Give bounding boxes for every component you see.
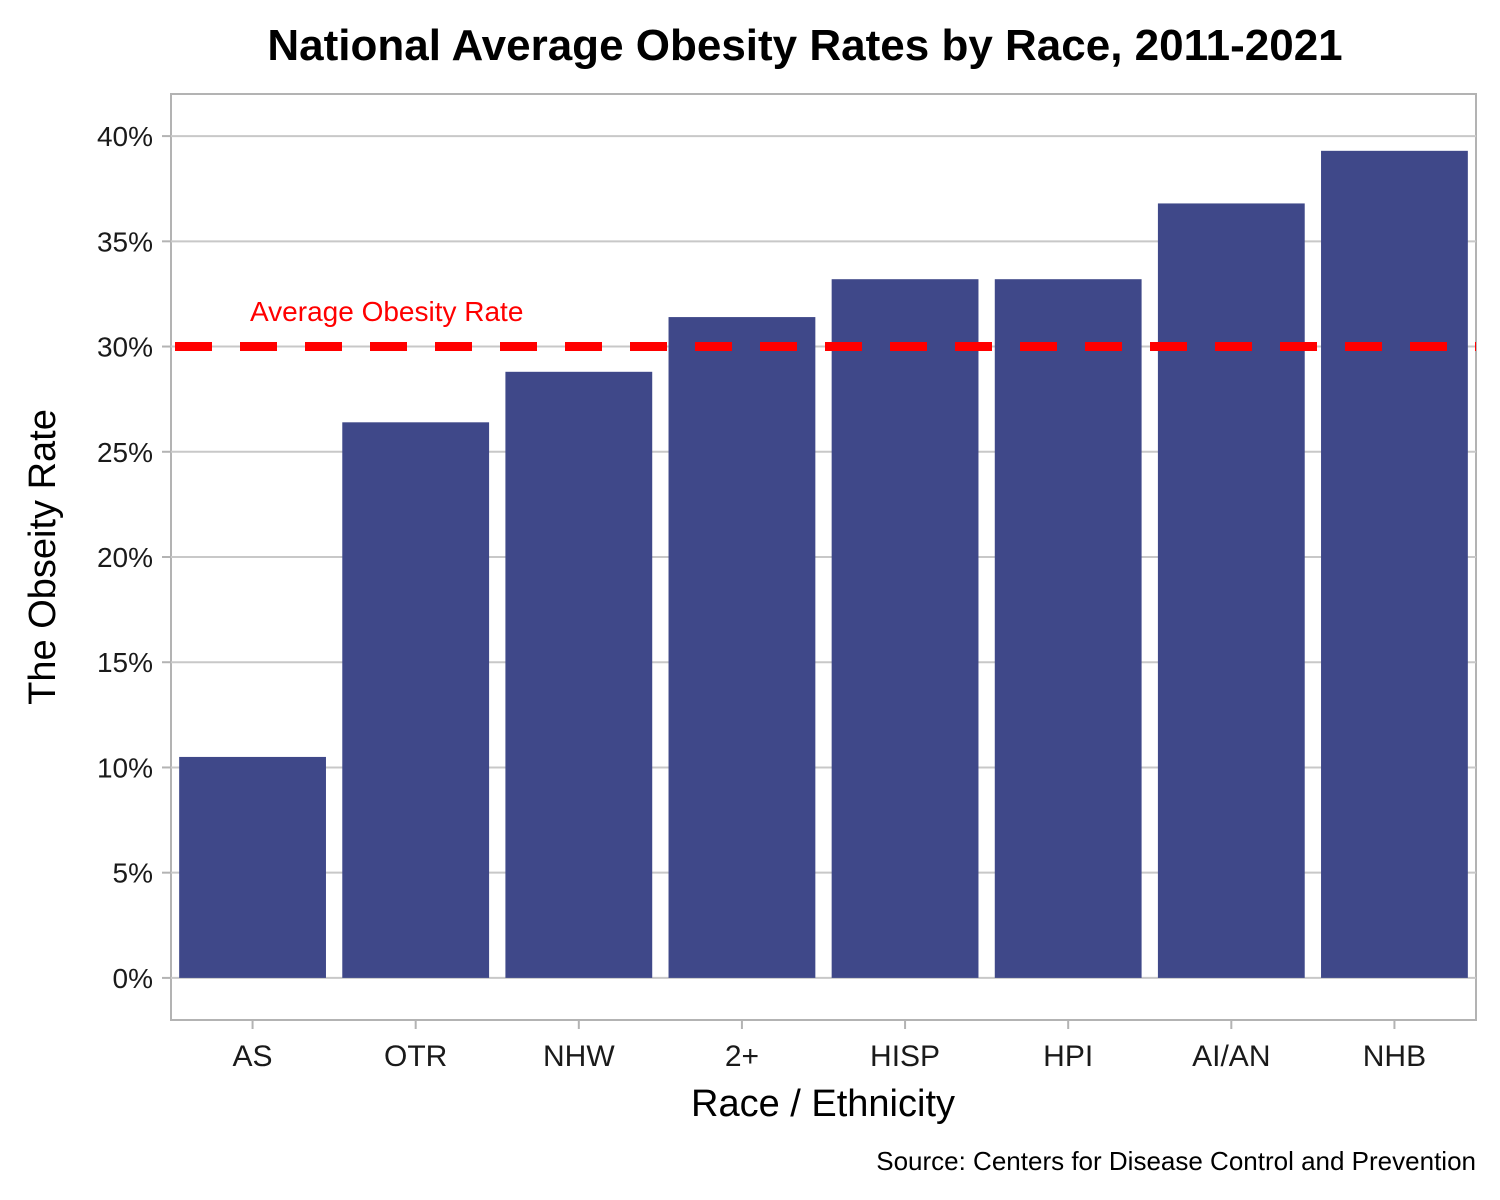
y-axis-title: The Obseity Rate	[22, 409, 64, 705]
y-tick-label: 0%	[113, 963, 153, 994]
bar	[179, 756, 326, 978]
y-tick-label: 5%	[113, 858, 153, 889]
bar	[668, 317, 816, 978]
y-tick-label: 30%	[97, 332, 153, 363]
x-tick-label: AI/AN	[1192, 1040, 1270, 1073]
x-tick-label: NHB	[1363, 1040, 1426, 1073]
bar	[505, 371, 653, 978]
x-tick-label: OTR	[384, 1040, 447, 1073]
y-tick-label: 40%	[97, 121, 153, 152]
x-tick-label: NHW	[543, 1040, 615, 1073]
bars	[179, 150, 1468, 978]
x-tick-label: HISP	[870, 1040, 940, 1073]
chart-title: National Average Obesity Rates by Race, …	[267, 21, 1342, 70]
x-tick-label: AS	[233, 1040, 273, 1073]
y-tick-label: 35%	[97, 226, 153, 257]
y-tick-label: 25%	[97, 437, 153, 468]
bar	[342, 422, 490, 978]
x-axis-ticks: AS OTR NHW 2+ HISP HPI AI/AN NHB	[233, 1020, 1426, 1073]
bar	[1157, 203, 1305, 978]
x-tick-label: 2+	[725, 1040, 759, 1073]
reference-line-label: Average Obesity Rate	[250, 296, 523, 327]
x-tick-label: HPI	[1043, 1040, 1093, 1073]
bar	[994, 279, 1142, 978]
source-caption: Source: Centers for Disease Control and …	[876, 1146, 1476, 1176]
y-tick-label: 10%	[97, 752, 153, 783]
y-axis-ticks: 0% 5% 10% 15% 20% 25% 30% 35% 40%	[97, 121, 171, 994]
y-tick-label: 15%	[97, 647, 153, 678]
y-tick-label: 20%	[97, 542, 153, 573]
bar	[1321, 150, 1468, 978]
x-axis-title: Race / Ethnicity	[691, 1083, 955, 1125]
bar	[831, 279, 979, 978]
